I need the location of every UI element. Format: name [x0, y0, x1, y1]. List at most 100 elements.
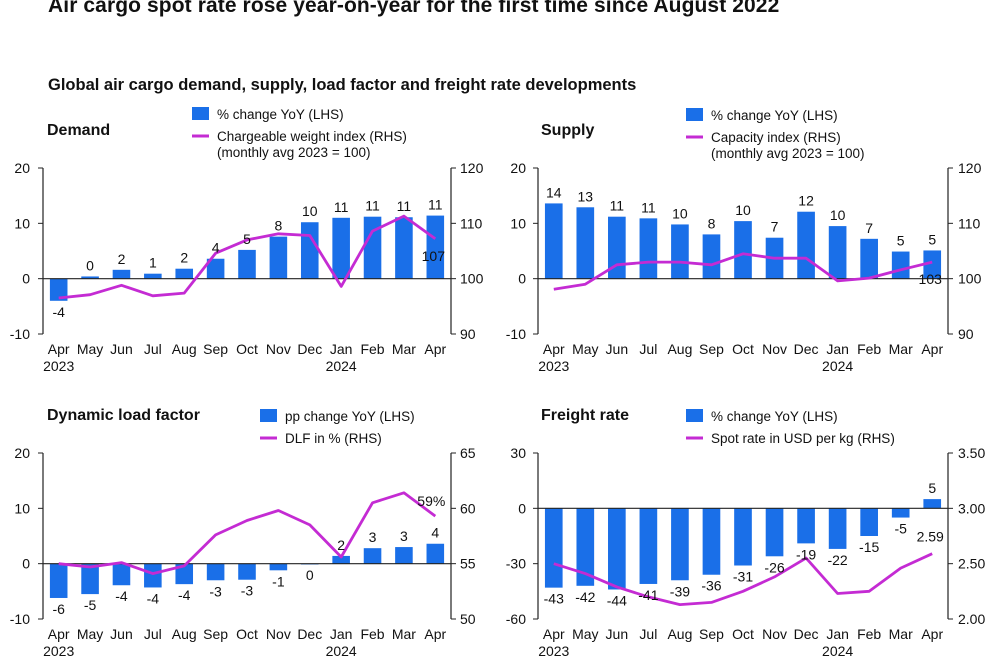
- panel2-left-tick-label: 10: [510, 215, 526, 231]
- panel1-x-tick-label: Aug: [172, 341, 197, 357]
- panel1-bar-label: 11: [334, 199, 349, 215]
- panel2-bar-label: 13: [578, 188, 594, 204]
- panel2-bar: [639, 218, 658, 279]
- panel1-bar-label: 10: [302, 203, 318, 219]
- panel1-year-label: 2024: [326, 358, 357, 374]
- panel2-x-tick-label: Dec: [794, 341, 819, 357]
- panel2-legend-bar-swatch: [686, 108, 703, 121]
- panel4-bar-label: -22: [827, 552, 847, 568]
- panel1-bar: [426, 215, 445, 279]
- panel2-x-tick-label: May: [572, 341, 598, 357]
- panel2-x-tick-label: Sep: [699, 341, 724, 357]
- panel2-legend-line-label-2: (monthly avg 2023 = 100): [711, 146, 864, 161]
- panel4-bar-label: -15: [859, 539, 879, 555]
- panel4-title: Freight rate: [541, 407, 629, 424]
- panel2-bar-label: 10: [672, 205, 688, 221]
- panel1-right-tick-label: 90: [460, 326, 476, 342]
- panel1-x-tick-label: Oct: [236, 341, 258, 357]
- panel4-year-label: 2024: [822, 643, 853, 659]
- panel2-bar-label: 10: [830, 207, 846, 223]
- panel2-bar: [797, 211, 815, 279]
- panel4-bar: [797, 508, 815, 544]
- panel3-bar-label: -4: [147, 590, 160, 606]
- panel4-bar: [923, 499, 942, 509]
- panel4-bar: [702, 508, 721, 575]
- panel1-bar-label: 2: [180, 250, 188, 266]
- panel1-bar-label: 0: [86, 257, 94, 273]
- panel3-x-tick-label: Nov: [266, 626, 291, 642]
- panel2-bar-label: 14: [546, 184, 562, 200]
- panel2-line-end-label: 103: [919, 271, 943, 287]
- panel1-left-tick-label: 10: [14, 215, 30, 231]
- panel3-legend-bar-label: pp change YoY (LHS): [285, 409, 415, 424]
- panel1-bar-label: 11: [365, 198, 380, 214]
- panel3-bar: [426, 543, 445, 564]
- panel1-x-tick-label: Sep: [203, 341, 228, 357]
- panel1-x-tick-label: Dec: [297, 341, 322, 357]
- panel1-x-tick-label: Feb: [360, 341, 384, 357]
- panel1-bar: [238, 249, 256, 279]
- panel2-bar-label: 7: [771, 219, 779, 235]
- panel1-right-tick-label: 120: [460, 160, 484, 176]
- panel1-x-tick-label: Nov: [266, 341, 291, 357]
- panel3-year-label: 2024: [326, 643, 357, 659]
- panel4-x-tick-label: May: [572, 626, 598, 642]
- panel2-x-tick-label: Oct: [732, 341, 754, 357]
- panel3-x-tick-label: Mar: [392, 626, 416, 642]
- panel1-bar: [112, 269, 131, 279]
- panel4-bar: [576, 508, 595, 586]
- panel4-bar: [860, 508, 878, 536]
- panel3-left-tick-label: -10: [10, 611, 30, 627]
- panel1-legend-line-label: Chargeable weight index (RHS): [217, 129, 407, 144]
- panel1-bar: [206, 258, 225, 279]
- panel2-year-label: 2023: [538, 358, 569, 374]
- panel2-bar-label: 5: [897, 233, 905, 249]
- panel4-bar: [544, 508, 563, 588]
- panel3-bar: [112, 563, 131, 586]
- panel2-bar: [734, 221, 752, 279]
- panel4-bar-label: -42: [575, 589, 595, 605]
- panel1-legend-bar-swatch: [192, 107, 209, 120]
- panel2-bar: [860, 238, 878, 279]
- panel1-bar-label: 8: [274, 218, 282, 234]
- panel3-bar-label: -6: [52, 601, 65, 617]
- panel4-x-tick-label: Feb: [857, 626, 881, 642]
- panel4-left-tick-label: 0: [518, 500, 526, 516]
- panel2-bar-label: 12: [798, 193, 814, 209]
- panel2-left-tick-label: 20: [510, 160, 526, 176]
- panel3-bar: [395, 547, 413, 564]
- panel1-bar-label: -4: [52, 304, 65, 320]
- panel1-bar-label: 1: [149, 255, 157, 271]
- panel2-right-tick-label: 120: [958, 160, 982, 176]
- panel3-bar-label: -3: [241, 583, 254, 599]
- panel3-x-tick-label: Oct: [236, 626, 258, 642]
- panel1-right-tick-label: 100: [460, 271, 484, 287]
- panel3-right-tick-label: 60: [460, 500, 476, 516]
- panel4-left-tick-label: 30: [510, 445, 526, 461]
- panel3-bar: [269, 563, 288, 571]
- panel1-line-series: [58, 214, 437, 300]
- panel4-bar-label: 5: [928, 480, 936, 496]
- panel1-left-tick-label: 20: [14, 160, 30, 176]
- panel3-bar-label: 3: [369, 529, 377, 545]
- panel1-bar: [363, 216, 382, 279]
- panel2-bar: [923, 250, 942, 279]
- panel4-x-tick-label: Nov: [762, 626, 787, 642]
- panel3-bar-label: 0: [306, 567, 314, 583]
- panel3-bar: [206, 563, 225, 581]
- panel4-bar-label: -36: [701, 578, 721, 594]
- panel3-bar: [49, 563, 68, 598]
- panel4-x-tick-label: Jul: [639, 626, 657, 642]
- panel1-bar: [175, 268, 194, 279]
- panel3-bar-label: -3: [209, 583, 222, 599]
- panel1-bar: [395, 217, 413, 279]
- panel3-x-tick-label: Aug: [172, 626, 197, 642]
- panel2-x-tick-label: Nov: [762, 341, 787, 357]
- panel1-bar-label: 11: [428, 197, 443, 213]
- panel3-x-tick-label: Feb: [360, 626, 384, 642]
- panel1-x-tick-label: Apr: [424, 341, 446, 357]
- panel3-bar-label: -1: [272, 573, 285, 589]
- panel4-bar-label: -5: [894, 521, 907, 537]
- panel4-bar: [828, 508, 847, 549]
- panel3-legend-bar-swatch: [260, 409, 277, 422]
